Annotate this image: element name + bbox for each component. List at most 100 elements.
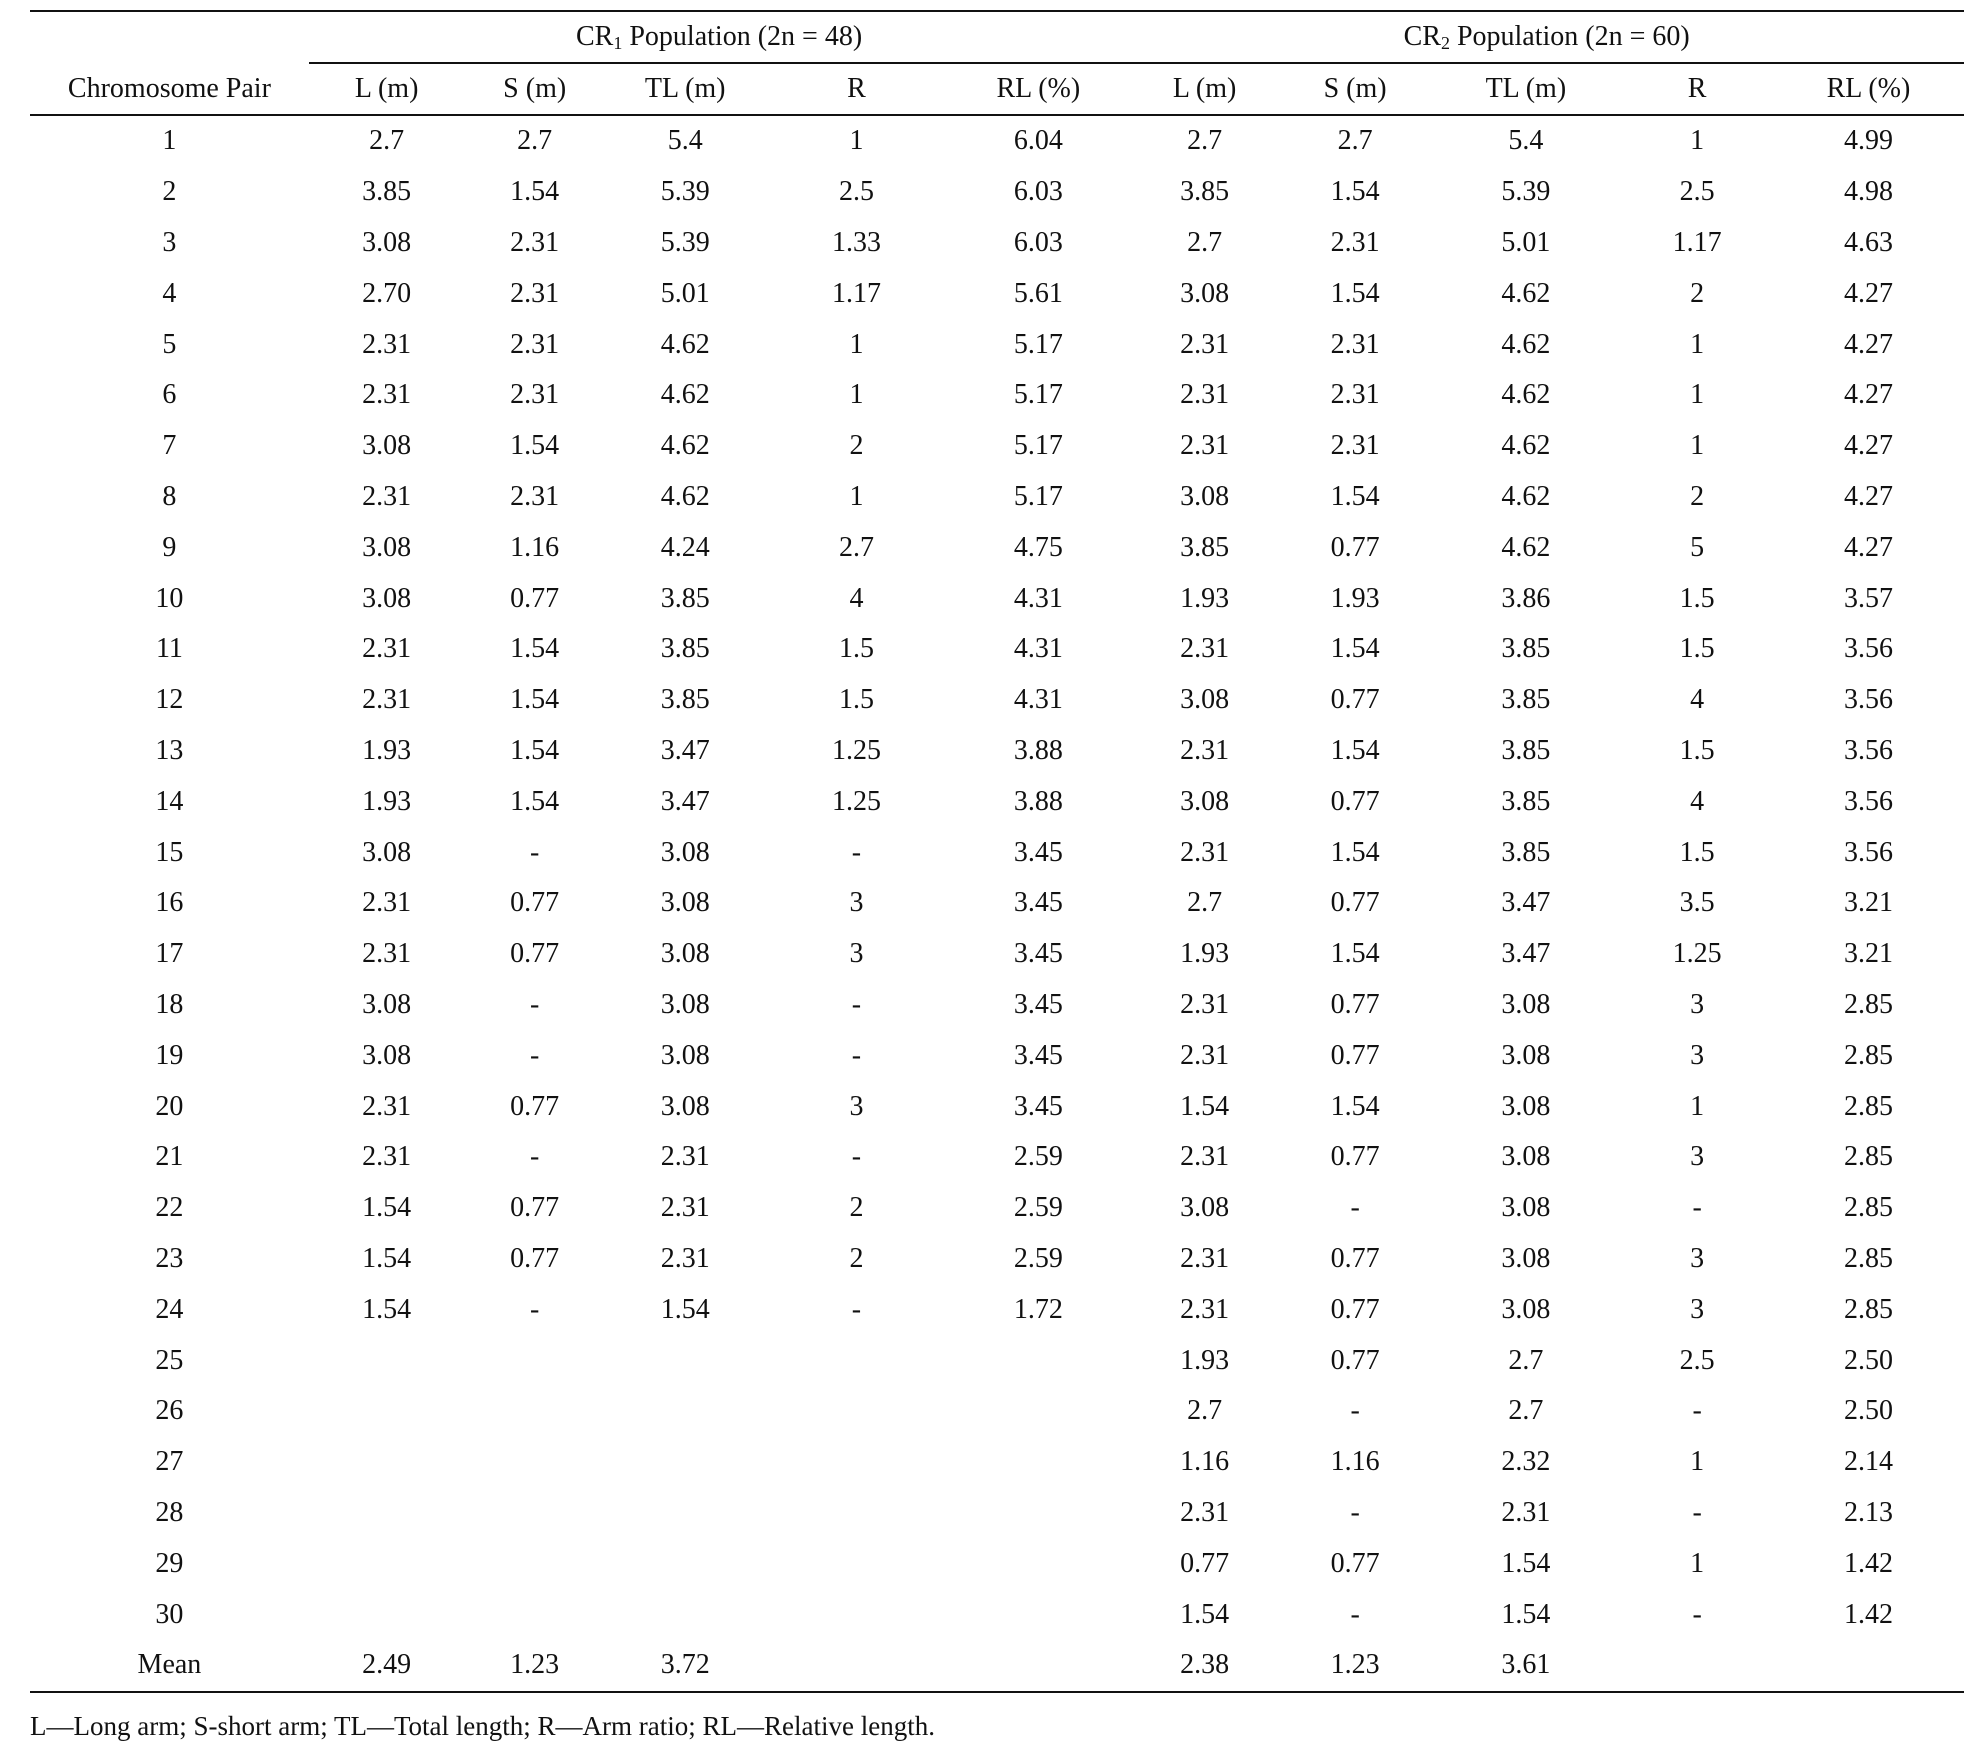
table-cell: 2.31 bbox=[510, 480, 560, 512]
table-cell: 1.93 bbox=[362, 785, 412, 817]
table-cell: 4.27 bbox=[1843, 430, 1893, 462]
table-cell: 19 bbox=[155, 1039, 184, 1071]
table-cell bbox=[947, 1386, 1129, 1437]
table-cell: 3.85 bbox=[1501, 684, 1551, 716]
table-cell: 2.7 bbox=[1508, 1395, 1544, 1427]
table-cell bbox=[464, 1437, 604, 1488]
table-cell: 1.54 bbox=[660, 1293, 710, 1325]
table-cell: 1.16 bbox=[1180, 1446, 1230, 1478]
column-header: S (m) bbox=[464, 63, 605, 116]
table-cell: 15 bbox=[155, 836, 184, 868]
table-cell: 5.4 bbox=[667, 125, 703, 157]
table-cell: 3.08 bbox=[660, 1039, 710, 1071]
table-cell: 2.70 bbox=[362, 277, 412, 309]
table-cell: 3.5 bbox=[1679, 887, 1715, 919]
table-cell: - bbox=[1350, 1395, 1360, 1427]
table-cell: 4.62 bbox=[660, 480, 710, 512]
table-cell: 1.54 bbox=[1501, 1598, 1551, 1630]
table-cell: 1.54 bbox=[510, 633, 560, 665]
table-cell: 3.47 bbox=[660, 785, 710, 817]
table-cell: - bbox=[1692, 1598, 1702, 1630]
table-cell: 1.5 bbox=[1679, 836, 1715, 868]
table-cell: 2.31 bbox=[362, 480, 412, 512]
table-row: 22 1.54 0.77 2.31 2 2.59 3.08 - 3.08 - 2.85 bbox=[30, 1183, 1964, 1234]
table-cell: 2.31 bbox=[1180, 836, 1230, 868]
table-cell: 2.31 bbox=[362, 379, 412, 411]
table-cell: 3.85 bbox=[1501, 836, 1551, 868]
table-cell: 2.50 bbox=[1843, 1344, 1893, 1376]
mean-cell: 1.23 bbox=[1279, 1639, 1431, 1693]
table-cell: 2 bbox=[162, 176, 177, 208]
table-cell: 2.31 bbox=[1501, 1496, 1551, 1528]
table-row: 13 1.93 1.54 3.47 1.25 3.88 2.31 1.54 3.85 1.5 3.5… bbox=[30, 726, 1964, 777]
table-cell: 0.77 bbox=[1330, 887, 1380, 919]
table-cell: 3.08 bbox=[362, 836, 412, 868]
table-cell: 2.31 bbox=[660, 1141, 710, 1173]
table-cell: 1.5 bbox=[1679, 582, 1715, 614]
table-cell: 2.59 bbox=[1013, 1141, 1063, 1173]
table-row: 11 2.31 1.54 3.85 1.5 4.31 2.31 1.54 3.85 1.5 3.56 bbox=[30, 624, 1964, 675]
table-cell: 1.25 bbox=[831, 785, 881, 817]
table-cell bbox=[605, 1589, 766, 1640]
table-cell: 3.45 bbox=[1013, 836, 1063, 868]
table-row: 1 2.7 2.7 5.4 1 6.04 2.7 2.7 5.4 1 4.99 bbox=[30, 115, 1964, 167]
table-cell: 0.77 bbox=[1330, 1547, 1380, 1579]
table-cell: 3.56 bbox=[1843, 684, 1893, 716]
table-cell: 3.08 bbox=[660, 938, 710, 970]
table-cell: 26 bbox=[155, 1395, 184, 1427]
table-row: 27 1.16 1.16 2.32 1 2.14 bbox=[30, 1437, 1964, 1488]
table-cell: 3.47 bbox=[660, 734, 710, 766]
column-header: L (m) bbox=[1129, 63, 1280, 116]
table-cell: 2.7 bbox=[369, 125, 405, 157]
table-cell bbox=[605, 1386, 766, 1437]
table-cell: 27 bbox=[155, 1446, 184, 1478]
table-cell bbox=[464, 1488, 604, 1539]
table-cell: 2.50 bbox=[1843, 1395, 1893, 1427]
group-header-cr2: CR2 Population (2n = 60) bbox=[1129, 10, 1964, 64]
table-cell: 4.27 bbox=[1843, 379, 1893, 411]
table-cell: 1.93 bbox=[1180, 582, 1230, 614]
table-cell: 1 bbox=[1690, 1090, 1705, 1122]
table-cell: 2.7 bbox=[1187, 226, 1223, 258]
table-cell: 2.31 bbox=[510, 379, 560, 411]
table-cell: 0.77 bbox=[510, 938, 560, 970]
table-cell: 2.31 bbox=[510, 277, 560, 309]
table-cell: 3.85 bbox=[1180, 531, 1230, 563]
column-header: TL (m) bbox=[604, 63, 766, 116]
table-cell: 4.27 bbox=[1843, 277, 1893, 309]
table-cell: 3.08 bbox=[660, 988, 710, 1020]
table-cell: 0.77 bbox=[1330, 1039, 1380, 1071]
table-cell: 3.85 bbox=[660, 684, 710, 716]
table-cell: 4 bbox=[849, 582, 864, 614]
table-cell: 2.31 bbox=[1180, 734, 1230, 766]
table-row: 25 1.93 0.77 2.7 2.5 2.50 bbox=[30, 1335, 1964, 1386]
table-cell bbox=[605, 1538, 766, 1589]
table-cell: 23 bbox=[155, 1242, 184, 1274]
table-cell: - bbox=[851, 988, 862, 1020]
table-cell: 5.39 bbox=[660, 226, 710, 258]
table-cell: 3.08 bbox=[660, 1090, 710, 1122]
table-row: 30 1.54 - 1.54 - 1.42 bbox=[30, 1589, 1964, 1640]
table-cell: 1.54 bbox=[362, 1293, 412, 1325]
table-cell: 0.77 bbox=[1330, 1344, 1380, 1376]
table-cell: 25 bbox=[155, 1344, 184, 1376]
table-cell: 1 bbox=[1690, 1547, 1705, 1579]
table-cell: 9 bbox=[162, 531, 177, 563]
table-cell bbox=[464, 1335, 604, 1386]
column-header: RL (%) bbox=[1772, 63, 1964, 116]
table-cell: 2.31 bbox=[1180, 1039, 1230, 1071]
table-cell: 3 bbox=[1690, 1039, 1705, 1071]
table-cell: 5 bbox=[162, 328, 177, 360]
table-cell: 3.08 bbox=[362, 531, 412, 563]
table-cell: 4.31 bbox=[1013, 633, 1063, 665]
group-header-row: CR1 Population (2n = 48) CR2 Population … bbox=[30, 10, 1964, 64]
table-cell: 2.7 bbox=[517, 125, 553, 157]
table-cell: 4.62 bbox=[1501, 277, 1551, 309]
table-cell bbox=[464, 1538, 604, 1589]
table-cell: 3 bbox=[1690, 1141, 1705, 1173]
table-cell: 5.39 bbox=[660, 176, 710, 208]
table-cell: 3.45 bbox=[1013, 1039, 1063, 1071]
mean-cell: 1.23 bbox=[464, 1639, 605, 1693]
table-cell: 2.7 bbox=[1187, 887, 1223, 919]
table-cell bbox=[766, 1335, 948, 1386]
